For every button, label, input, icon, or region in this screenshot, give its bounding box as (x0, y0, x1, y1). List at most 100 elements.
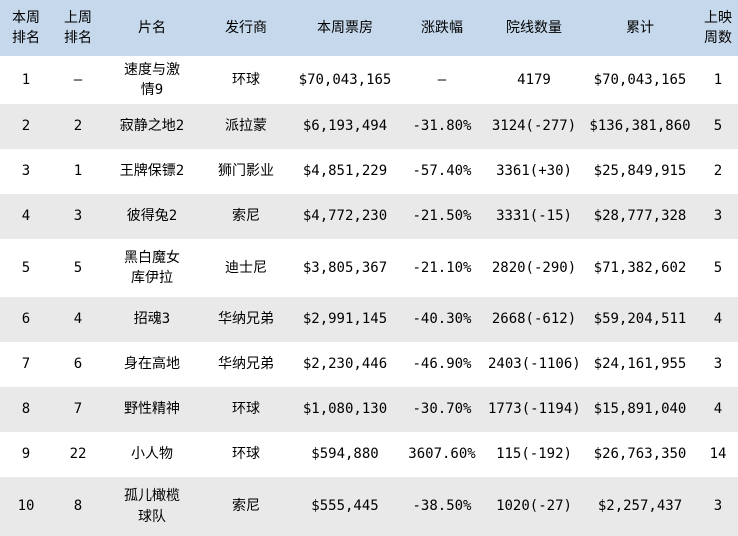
cell-film-title: 彼得兔2 (126, 208, 178, 225)
table-row: 5 5 黑白魔女库伊拉 迪士尼 $3,805,367 -21.10% 2820(… (0, 239, 738, 297)
cell-film-title: 野性精神 (124, 401, 180, 418)
cell-change-pct: -30.70% (412, 401, 472, 418)
cell-rank: 1 (21, 71, 31, 88)
cell-weeks-released: 5 (713, 259, 723, 276)
cell-weeks-released: 14 (709, 446, 727, 463)
cell-theater-count: 2668(-612) (491, 311, 577, 328)
cell-distributor: 索尼 (232, 498, 260, 515)
table-row: 10 8 孤儿橄榄球队 索尼 $555,445 -38.50% 1020(-27… (0, 477, 738, 536)
cell-cumulative: $15,891,040 (593, 401, 687, 418)
table-row: 9 22 小人物 环球 $594,880 3607.60% 115(-192) … (0, 432, 738, 477)
cell-theater-count: 3331(-15) (496, 208, 572, 225)
table-row: 6 4 招魂3 华纳兄弟 $2,991,145 -40.30% 2668(-61… (0, 297, 738, 342)
cell-prev-rank: 2 (73, 118, 83, 135)
cell-distributor: 华纳兄弟 (218, 311, 274, 328)
table-row: 4 3 彼得兔2 索尼 $4,772,230 -21.50% 3331(-15)… (0, 194, 738, 239)
cell-weekly-gross: $6,193,494 (302, 118, 388, 135)
cell-cumulative: $136,381,860 (589, 118, 691, 135)
cell-film-title: 孤儿橄榄球队 (124, 488, 180, 525)
column-header-weekly-gross: 本周票房 (317, 19, 373, 36)
table-row: 8 7 野性精神 环球 $1,080,130 -30.70% 1773(-119… (0, 387, 738, 432)
column-header-change-pct: 涨跌幅 (421, 19, 463, 36)
cell-distributor: 环球 (232, 71, 260, 88)
cell-theater-count: 2820(-290) (491, 259, 577, 276)
cell-distributor: 环球 (232, 446, 260, 463)
cell-rank: 10 (17, 498, 35, 515)
cell-rank: 4 (21, 208, 31, 225)
column-header-distributor: 发行商 (225, 19, 267, 36)
cell-cumulative: $70,043,165 (593, 71, 687, 88)
cell-cumulative: $2,257,437 (597, 498, 683, 515)
cell-film-title: 黑白魔女库伊拉 (124, 249, 180, 286)
cell-cumulative: $25,849,915 (593, 163, 687, 180)
cell-film-title: 身在高地 (124, 356, 180, 373)
cell-prev-rank: 22 (69, 446, 87, 463)
cell-prev-rank: 1 (73, 163, 83, 180)
cell-cumulative: $59,204,511 (593, 311, 687, 328)
cell-weekly-gross: $4,851,229 (302, 163, 388, 180)
cell-weekly-gross: $2,991,145 (302, 311, 388, 328)
table-row: 3 1 王牌保镖2 狮门影业 $4,851,229 -57.40% 3361(+… (0, 149, 738, 194)
cell-rank: 7 (21, 356, 31, 373)
table-row: 7 6 身在高地 华纳兄弟 $2,230,446 -46.90% 2403(-1… (0, 342, 738, 387)
column-header-film-title: 片名 (138, 19, 166, 36)
cell-rank: 3 (21, 163, 31, 180)
cell-rank: 5 (21, 259, 31, 276)
cell-prev-rank: 7 (73, 401, 83, 418)
cell-theater-count: 1773(-1194) (488, 401, 581, 418)
cell-change-pct: – (437, 71, 447, 88)
table-row: 2 2 寂静之地2 派拉蒙 $6,193,494 -31.80% 3124(-2… (0, 104, 738, 149)
cell-weeks-released: 3 (713, 356, 723, 373)
cell-distributor: 索尼 (232, 208, 260, 225)
cell-change-pct: -38.50% (412, 498, 472, 515)
cell-distributor: 狮门影业 (218, 163, 274, 180)
cell-distributor: 派拉蒙 (225, 118, 267, 135)
header-row: 本周排名 上周排名 片名 发行商 本周票房 涨跌幅 院线数量 累计 上映周数 (0, 0, 738, 56)
cell-weekly-gross: $1,080,130 (302, 401, 388, 418)
cell-weeks-released: 5 (713, 118, 723, 135)
cell-change-pct: -21.10% (412, 259, 472, 276)
cell-distributor: 迪士尼 (225, 259, 267, 276)
cell-weeks-released: 1 (713, 71, 723, 88)
cell-theater-count: 1020(-27) (496, 498, 572, 515)
cell-theater-count: 4179 (517, 71, 551, 88)
cell-cumulative: $28,777,328 (593, 208, 687, 225)
cell-cumulative: $24,161,955 (593, 356, 687, 373)
cell-change-pct: 3607.60% (408, 446, 476, 463)
cell-weeks-released: 4 (713, 401, 723, 418)
cell-change-pct: -40.30% (412, 311, 472, 328)
cell-cumulative: $71,382,602 (593, 259, 687, 276)
cell-theater-count: 3361(+30) (496, 163, 572, 180)
cell-prev-rank: 5 (73, 259, 83, 276)
cell-change-pct: -57.40% (412, 163, 472, 180)
cell-cumulative: $26,763,350 (593, 446, 687, 463)
cell-weeks-released: 3 (713, 498, 723, 515)
cell-weeks-released: 2 (713, 163, 723, 180)
cell-prev-rank: 3 (73, 208, 83, 225)
cell-film-title: 速度与激情9 (124, 61, 180, 98)
cell-theater-count: 2403(-1106) (488, 356, 581, 373)
cell-rank: 2 (21, 118, 31, 135)
cell-film-title: 寂静之地2 (119, 118, 185, 135)
cell-theater-count: 3124(-277) (491, 118, 577, 135)
cell-distributor: 环球 (232, 401, 260, 418)
cell-distributor: 华纳兄弟 (218, 356, 274, 373)
cell-weekly-gross: $3,805,367 (302, 259, 388, 276)
cell-weekly-gross: $555,445 (311, 498, 379, 515)
column-header-this-week-rank: 本周排名 (12, 9, 40, 46)
column-header-theater-count: 院线数量 (506, 19, 562, 36)
cell-prev-rank: 6 (73, 356, 83, 373)
cell-weeks-released: 3 (713, 208, 723, 225)
column-header-weeks-released: 上映周数 (704, 9, 732, 46)
cell-weekly-gross: $2,230,446 (302, 356, 388, 373)
column-header-last-week-rank: 上周排名 (64, 9, 92, 46)
cell-weeks-released: 4 (713, 311, 723, 328)
cell-rank: 9 (21, 446, 31, 463)
cell-rank: 8 (21, 401, 31, 418)
cell-change-pct: -31.80% (412, 118, 472, 135)
cell-change-pct: -46.90% (412, 356, 472, 373)
cell-theater-count: 115(-192) (496, 446, 572, 463)
cell-rank: 6 (21, 311, 31, 328)
cell-weekly-gross: $4,772,230 (302, 208, 388, 225)
column-header-cumulative: 累计 (626, 19, 654, 36)
